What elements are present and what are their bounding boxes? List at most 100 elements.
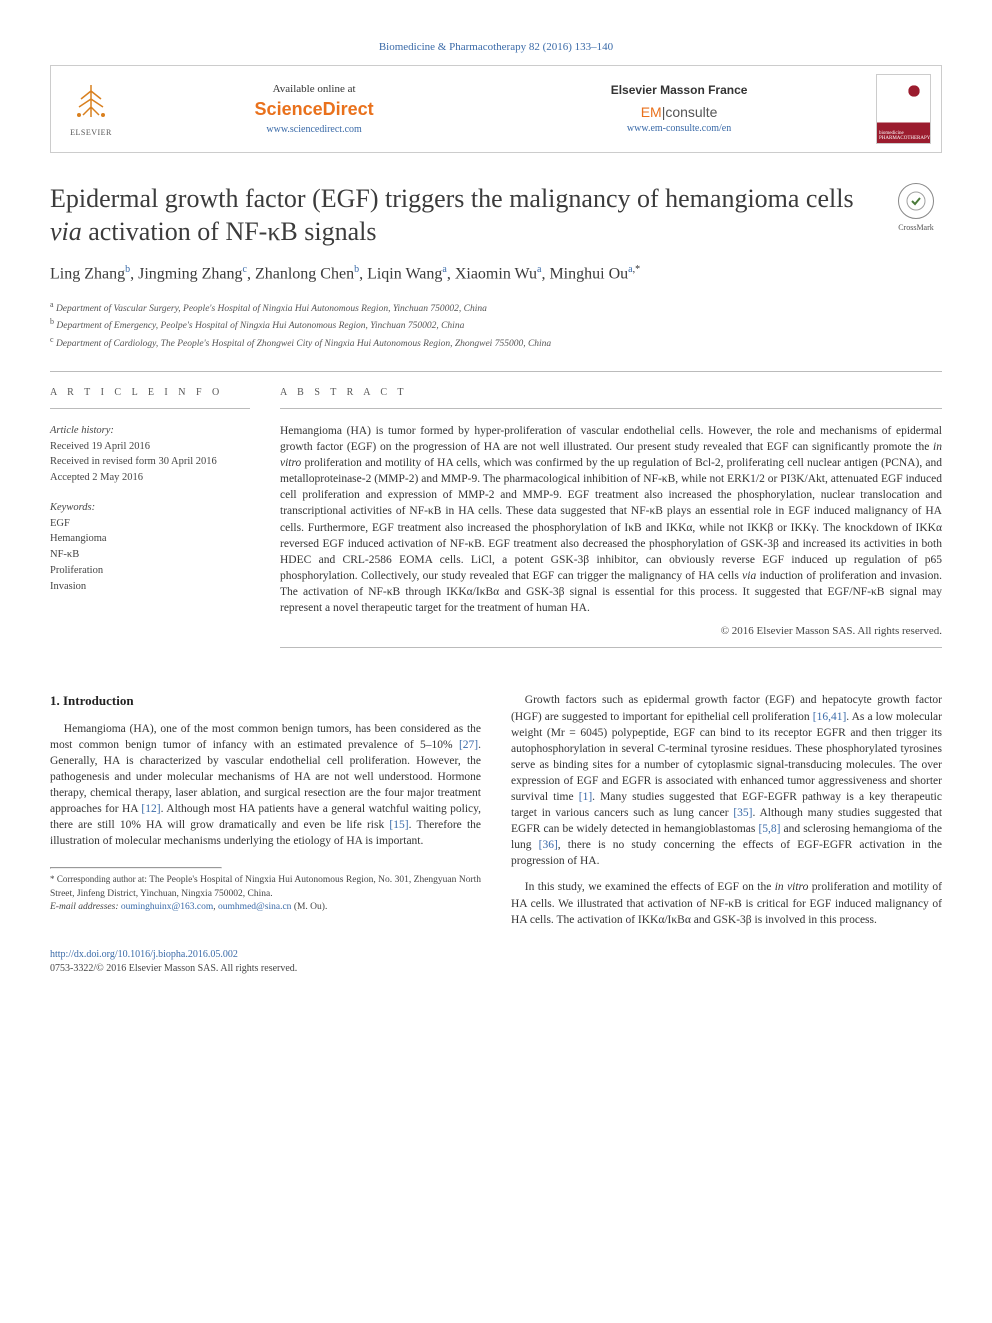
email-person: (M. Ou). <box>291 902 327 912</box>
article-body: 1. Introduction Hemangioma (HA), one of … <box>50 692 942 927</box>
affil-ref: a <box>442 264 446 275</box>
email-footnote: E-mail addresses: ouminghuinx@163.com, o… <box>50 901 481 914</box>
sciencedirect-logo: ScienceDirect <box>255 97 374 122</box>
intro-p2: Growth factors such as epidermal growth … <box>511 692 942 869</box>
elsevier-logo: ELSEVIER <box>61 79 121 139</box>
intro-heading: 1. Introduction <box>50 692 481 710</box>
crossmark-badge[interactable]: CrossMark <box>890 183 942 233</box>
affiliations: a Department of Vascular Surgery, People… <box>50 299 942 351</box>
ref-link[interactable]: [15] <box>389 819 408 831</box>
publisher-header: ELSEVIER Available online at ScienceDire… <box>50 65 942 153</box>
author: Zhanlong Chen <box>255 266 354 283</box>
author: Jingming Zhang <box>138 266 242 283</box>
emconsulte-suffix: consulte <box>665 104 717 120</box>
corresponding-footnote: * Corresponding author at: The People's … <box>50 873 481 901</box>
affil-text: Department of Cardiology, The People's H… <box>56 339 551 349</box>
ref-link[interactable]: [12] <box>141 803 160 815</box>
abstract-column: A B S T R A C T Hemangioma (HA) is tumor… <box>280 386 942 663</box>
history-label: Article history: <box>50 423 250 439</box>
title-pre: Epidermal growth factor (EGF) triggers t… <box>50 184 854 213</box>
footnote-star: * Corresponding author at: <box>50 874 149 884</box>
affil-ref: b <box>354 264 359 275</box>
author: Ling Zhang <box>50 266 125 283</box>
divider <box>50 408 250 409</box>
sciencedirect-block: Available online at ScienceDirect www.sc… <box>255 82 374 137</box>
abstract-text: Hemangioma (HA) is tumor formed by hyper… <box>280 423 942 616</box>
intro-p1: Hemangioma (HA), one of the most common … <box>50 721 481 850</box>
elsevier-label: ELSEVIER <box>70 127 112 138</box>
divider <box>50 371 942 372</box>
article-title: Epidermal growth factor (EGF) triggers t… <box>50 183 870 248</box>
title-post: activation of NF-κB signals <box>82 217 377 246</box>
revised-date: Received in revised form 30 April 2016 <box>50 454 250 470</box>
author: Liqin Wang <box>367 266 442 283</box>
keywords-block: Keywords: EGF Hemangioma NF-κB Prolifera… <box>50 500 250 595</box>
journal-cover-label: biomedicine PHARMACOTHERAPY <box>879 131 928 141</box>
intro-p3: In this study, we examined the effects o… <box>511 879 942 927</box>
divider <box>280 408 942 409</box>
affiliation-a: a Department of Vascular Surgery, People… <box>50 299 942 316</box>
text: Hemangioma (HA), one of the most common … <box>50 723 481 751</box>
header-center: Available online at ScienceDirect www.sc… <box>136 82 866 137</box>
info-abstract-row: A R T I C L E I N F O Article history: R… <box>50 386 942 663</box>
affil-ref: c <box>243 264 247 275</box>
footnote-separator <box>50 867 222 869</box>
ref-link[interactable]: [36] <box>539 839 558 851</box>
crossmark-label: CrossMark <box>890 222 942 233</box>
footnote-wrapper: * Corresponding author at: The People's … <box>50 867 481 914</box>
emconsulte-em: EM <box>641 104 662 120</box>
ref-link[interactable]: [35] <box>733 807 752 819</box>
abstract-part: proliferation and motility of HA cells, … <box>280 457 942 582</box>
title-via: via <box>50 217 82 246</box>
received-date: Received 19 April 2016 <box>50 439 250 455</box>
abstract-part: Hemangioma (HA) is tumor formed by hyper… <box>280 425 942 453</box>
affiliation-c: c Department of Cardiology, The People's… <box>50 334 942 351</box>
issn-copyright: 0753-3322/© 2016 Elsevier Masson SAS. Al… <box>50 962 942 976</box>
ref-link[interactable]: [16,41] <box>813 711 847 723</box>
abstract-italic: via <box>742 570 756 582</box>
article-info-label: A R T I C L E I N F O <box>50 386 250 400</box>
affil-text: Department of Vascular Surgery, People's… <box>56 304 487 314</box>
doi-link[interactable]: http://dx.doi.org/10.1016/j.biopha.2016.… <box>50 949 238 960</box>
text-italic: in vitro <box>775 881 809 893</box>
masson-label: Elsevier Masson France <box>611 82 748 99</box>
affil-text: Department of Emergency, Peolpe's Hospit… <box>56 321 464 331</box>
ref-link[interactable]: [1] <box>579 791 592 803</box>
text: . As a low molecular weight (Mr = 6045) … <box>511 711 942 803</box>
text: In this study, we examined the effects o… <box>525 881 775 893</box>
divider <box>280 647 942 648</box>
email-label: E-mail addresses: <box>50 902 121 912</box>
author: Xiaomin Wu <box>455 266 537 283</box>
available-online-text: Available online at <box>255 82 374 97</box>
doi-block: http://dx.doi.org/10.1016/j.biopha.2016.… <box>50 948 942 976</box>
keyword: EGF <box>50 516 250 532</box>
email-link[interactable]: oumhmed@sina.cn <box>218 902 291 912</box>
text: , there is no study concerning the effec… <box>511 839 942 867</box>
sciencedirect-url[interactable]: www.sciencedirect.com <box>255 123 374 137</box>
article-history: Article history: Received 19 April 2016 … <box>50 423 250 486</box>
emconsulte-logo: EM|consulte <box>611 103 748 123</box>
ref-link[interactable]: [5,8] <box>758 823 780 835</box>
corr-star: ,* <box>633 264 641 275</box>
ref-link[interactable]: [27] <box>459 739 478 751</box>
author: Minghui Ou <box>549 266 628 283</box>
journal-issue-link[interactable]: Biomedicine & Pharmacotherapy 82 (2016) … <box>50 40 942 55</box>
author-list: Ling Zhangb, Jingming Zhangc, Zhanlong C… <box>50 262 942 286</box>
title-row: Epidermal growth factor (EGF) triggers t… <box>50 183 942 248</box>
affil-ref: b <box>125 264 130 275</box>
elsevier-tree-icon <box>71 81 111 127</box>
abstract-copyright: © 2016 Elsevier Masson SAS. All rights r… <box>280 624 942 639</box>
keyword: NF-κB <box>50 547 250 563</box>
keyword: Invasion <box>50 579 250 595</box>
email-link[interactable]: ouminghuinx@163.com <box>121 902 213 912</box>
affiliation-b: b Department of Emergency, Peolpe's Hosp… <box>50 316 942 333</box>
affil-ref: a <box>537 264 541 275</box>
article-info-column: A R T I C L E I N F O Article history: R… <box>50 386 250 663</box>
journal-cover-icon: biomedicine PHARMACOTHERAPY <box>876 74 931 144</box>
emconsulte-url[interactable]: www.em-consulte.com/en <box>611 122 748 136</box>
keyword: Hemangioma <box>50 531 250 547</box>
accepted-date: Accepted 2 May 2016 <box>50 470 250 486</box>
keyword: Proliferation <box>50 563 250 579</box>
crossmark-icon <box>898 183 934 219</box>
keywords-label: Keywords: <box>50 500 250 516</box>
